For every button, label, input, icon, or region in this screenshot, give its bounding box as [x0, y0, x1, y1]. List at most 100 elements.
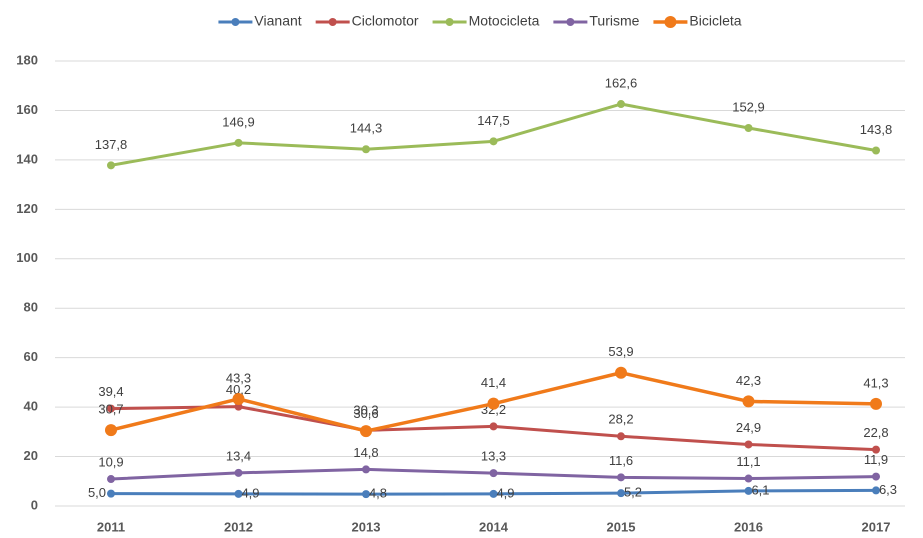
data-label: 39,4: [98, 384, 123, 399]
data-label: 53,9: [608, 344, 633, 359]
data-label: 24,9: [736, 420, 761, 435]
data-label: 11,6: [609, 453, 633, 468]
data-label: 43,3: [226, 370, 251, 385]
legend-marker: [664, 16, 677, 28]
data-label: 146,9: [222, 114, 255, 129]
x-tick-label: 2015: [607, 519, 636, 534]
data-point: [744, 486, 753, 495]
data-point: [744, 123, 753, 132]
data-label: 144,3: [350, 121, 383, 136]
data-label: 14,8: [353, 445, 378, 460]
data-point: [234, 402, 243, 411]
legend-item: Bicicleta: [653, 13, 742, 29]
y-tick-label: 20: [24, 448, 38, 463]
legend-label: Motocicleta: [469, 13, 540, 29]
x-tick-label: 2013: [352, 519, 381, 534]
data-label: 41,4: [481, 375, 506, 390]
y-tick-label: 40: [24, 399, 38, 414]
data-label: 4,9: [241, 485, 259, 500]
data-label: 30,6: [353, 406, 378, 421]
legend-marker: [566, 18, 575, 26]
data-point: [617, 473, 625, 482]
x-tick-label: 2011: [97, 519, 125, 534]
legend-marker: [328, 18, 337, 26]
data-point: [105, 424, 117, 437]
data-point: [362, 490, 370, 499]
data-label: 162,6: [605, 75, 638, 90]
legend-label: Ciclomotor: [352, 13, 419, 29]
data-point: [872, 146, 880, 155]
x-tick-label: 2014: [479, 519, 509, 534]
y-tick-label: 0: [31, 497, 38, 512]
data-label: 6,1: [751, 482, 769, 497]
legend: Vianant Ciclomotor Motocicleta Turisme Bicic…: [218, 13, 742, 29]
data-point: [234, 138, 243, 147]
data-label: 147,5: [477, 113, 510, 128]
data-label: 42,3: [736, 373, 761, 388]
data-label: 30,3: [353, 403, 378, 418]
data-label: 28,2: [608, 412, 633, 427]
data-point: [872, 445, 880, 454]
data-point: [489, 422, 498, 431]
x-tick-label: 2017: [862, 519, 891, 534]
data-label: 10,9: [98, 454, 123, 469]
data-label: 4,8: [369, 486, 387, 501]
data-label: 13,3: [481, 449, 506, 464]
data-label: 4,9: [496, 485, 514, 500]
legend-marker: [445, 18, 454, 26]
data-point: [617, 100, 625, 109]
y-tick-label: 120: [16, 201, 38, 216]
data-point: [107, 475, 115, 484]
data-point: [489, 489, 498, 498]
data-point: [107, 489, 115, 498]
y-tick-label: 160: [16, 102, 38, 117]
data-point: [107, 404, 115, 413]
data-point: [232, 392, 245, 405]
legend-item: Turisme: [553, 13, 640, 29]
data-point: [360, 425, 372, 438]
legend-item: Ciclomotor: [315, 13, 419, 29]
data-point: [617, 489, 625, 498]
data-label: 152,9: [732, 99, 765, 114]
data-label: 6,3: [879, 482, 897, 497]
x-tick-label: 2016: [734, 519, 763, 534]
data-label: 5,2: [624, 485, 642, 500]
data-label: 41,3: [863, 375, 888, 390]
legend-marker: [231, 18, 240, 26]
y-tick-label: 180: [16, 52, 38, 67]
legend-label: Vianant: [254, 13, 301, 29]
data-label: 22,8: [863, 425, 888, 440]
data-point: [744, 440, 753, 449]
legend-label: Bicicleta: [689, 13, 741, 29]
x-tick-label: 2012: [224, 519, 253, 534]
y-tick-label: 60: [24, 349, 38, 364]
data-point: [487, 397, 500, 410]
data-point: [872, 486, 880, 495]
data-point: [744, 474, 753, 483]
data-point: [362, 145, 370, 154]
data-point: [742, 395, 755, 408]
y-tick-label: 80: [24, 300, 38, 315]
data-point: [489, 137, 498, 146]
legend-item: Vianant: [218, 13, 302, 29]
data-label: 30,7: [98, 402, 123, 417]
data-label: 11,9: [864, 452, 888, 467]
data-label: 5,0: [88, 485, 106, 500]
data-point: [870, 397, 882, 410]
y-tick-label: 140: [16, 151, 38, 166]
legend-label: Turisme: [589, 13, 639, 29]
legend-item: Motocicleta: [432, 13, 540, 29]
data-point: [872, 472, 880, 481]
data-point: [234, 489, 243, 498]
data-label: 137,8: [95, 137, 128, 152]
data-label: 143,8: [860, 122, 893, 137]
data-point: [362, 465, 370, 474]
data-label: 40,2: [226, 382, 251, 397]
data-point: [489, 469, 498, 478]
data-label: 11,1: [736, 454, 760, 469]
data-point: [234, 468, 243, 477]
data-label: 13,4: [226, 448, 251, 463]
data-point: [617, 432, 625, 441]
data-point: [107, 161, 115, 170]
y-tick-label: 100: [16, 250, 38, 265]
